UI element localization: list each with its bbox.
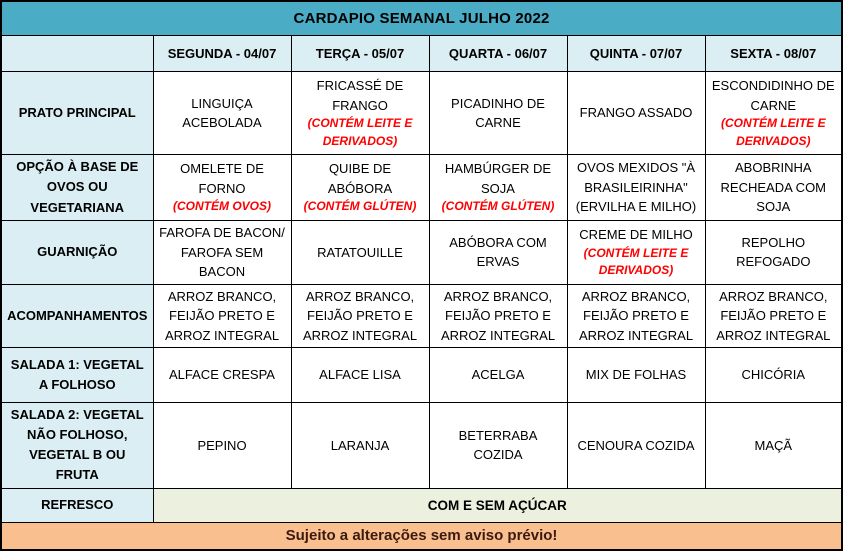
menu-cell: ARROZ BRANCO, FEIJÃO PRETO E ARROZ INTEG… bbox=[704, 283, 843, 348]
menu-cell: LINGUIÇA ACEBOLADA bbox=[152, 71, 292, 155]
dish-text: PICADINHO DE CARNE bbox=[451, 95, 545, 131]
menu-cell: MIX DE FOLHAS bbox=[566, 347, 706, 403]
dish-text: FRANGO ASSADO bbox=[579, 105, 693, 121]
dish-text: FAROFA DE BACON/ FAROFA SEM BACON bbox=[159, 225, 285, 279]
allergen-note: (CONTÉM GLÚTEN) bbox=[303, 199, 417, 214]
day-header-tuesday: TERÇA - 05/07 bbox=[290, 35, 430, 72]
row-opcao-vegetariana: OPÇÃO À BASE DE OVOS OU VEGETARIANA OMEL… bbox=[0, 154, 843, 221]
dish-text: CREME DE MILHO bbox=[579, 227, 693, 243]
row-acompanhamentos: ACOMPANHAMENTOS ARROZ BRANCO, FEIJÃO PRE… bbox=[0, 283, 843, 348]
row-salada-2: SALADA 2: VEGETAL NÃO FOLHOSO, VEGETAL B… bbox=[0, 402, 843, 489]
allergen-note: (CONTÉM LEITE E DERIVADOS) bbox=[720, 116, 826, 148]
dish-text: ABOBRINHA RECHEADA COM SOJA bbox=[720, 160, 827, 215]
dish-text: REPOLHO REFOGADO bbox=[736, 234, 811, 270]
dish-text: ARROZ BRANCO, FEIJÃO PRETO E ARROZ INTEG… bbox=[716, 288, 831, 343]
day-header-monday: SEGUNDA - 04/07 bbox=[152, 35, 292, 72]
refresco-value: COM E SEM AÇÚCAR bbox=[152, 487, 843, 523]
menu-cell: PEPINO bbox=[152, 402, 292, 489]
menu-cell: CENOURA COZIDA bbox=[566, 402, 706, 489]
title-row: CARDAPIO SEMANAL JULHO 2022 bbox=[0, 0, 843, 36]
menu-cell: HAMBÚRGER DE SOJA (CONTÉM GLÚTEN) bbox=[428, 154, 568, 221]
dish-text: ALFACE LISA bbox=[319, 367, 401, 383]
row-refresco: REFRESCO COM E SEM AÇÚCAR bbox=[0, 487, 843, 523]
menu-cell: FAROFA DE BACON/ FAROFA SEM BACON bbox=[152, 220, 292, 285]
dish-text: MAÇÃ bbox=[754, 437, 793, 453]
menu-cell: QUIBE DE ABÓBORA (CONTÉM GLÚTEN) bbox=[290, 154, 430, 221]
row-label: SALADA 1: VEGETAL A FOLHOSO bbox=[0, 347, 154, 403]
dish-text: ALFACE CRESPA bbox=[169, 367, 275, 383]
dish-text: MIX DE FOLHAS bbox=[585, 367, 687, 383]
row-label: REFRESCO bbox=[0, 487, 154, 523]
dish-text: ACELGA bbox=[471, 367, 525, 383]
day-header-wednesday: QUARTA - 06/07 bbox=[428, 35, 568, 72]
menu-cell: ESCONDIDINHO DE CARNE (CONTÉM LEITE E DE… bbox=[704, 71, 843, 155]
row-label: OPÇÃO À BASE DE OVOS OU VEGETARIANA bbox=[0, 154, 154, 221]
menu-cell: REPOLHO REFOGADO bbox=[704, 220, 843, 285]
dish-text: LARANJA bbox=[330, 437, 390, 453]
dish-text: PEPINO bbox=[197, 437, 247, 453]
menu-cell: ARROZ BRANCO, FEIJÃO PRETO E ARROZ INTEG… bbox=[290, 283, 430, 348]
dish-text: RATATOUILLE bbox=[317, 244, 403, 260]
allergen-note: (CONTÉM GLÚTEN) bbox=[441, 199, 555, 214]
allergen-note: (CONTÉM LEITE E DERIVADOS) bbox=[307, 116, 413, 148]
day-header-friday: SEXTA - 08/07 bbox=[704, 35, 843, 72]
menu-cell: ABOBRINHA RECHEADA COM SOJA bbox=[704, 154, 843, 221]
dish-text: OVOS MEXIDOS "À BRASILEIRINHA" (ERVILHA … bbox=[575, 160, 697, 215]
menu-cell: FRICASSÉ DE FRANGO (CONTÉM LEITE E DERIV… bbox=[290, 71, 430, 155]
dish-text: HAMBÚRGER DE SOJA bbox=[444, 161, 552, 196]
menu-cell: ALFACE CRESPA bbox=[152, 347, 292, 403]
footer-notice: Sujeito a alterações sem aviso prévio! bbox=[0, 521, 843, 551]
dish-text: ESCONDIDINHO DE CARNE bbox=[711, 78, 835, 113]
menu-cell: ARROZ BRANCO, FEIJÃO PRETO E ARROZ INTEG… bbox=[428, 283, 568, 348]
menu-cell: OMELETE DE FORNO (CONTÉM OVOS) bbox=[152, 154, 292, 221]
allergen-note: (CONTÉM OVOS) bbox=[173, 199, 271, 214]
day-header-row: SEGUNDA - 04/07 TERÇA - 05/07 QUARTA - 0… bbox=[0, 35, 843, 72]
row-prato-principal: PRATO PRINCIPAL LINGUIÇA ACEBOLADA FRICA… bbox=[0, 71, 843, 155]
dish-text: CENOURA COZIDA bbox=[577, 437, 695, 453]
menu-cell: BETERRABA COZIDA bbox=[428, 402, 568, 489]
menu-cell: LARANJA bbox=[290, 402, 430, 489]
menu-cell: ARROZ BRANCO, FEIJÃO PRETO E ARROZ INTEG… bbox=[152, 283, 292, 348]
menu-cell: CREME DE MILHO (CONTÉM LEITE E DERIVADOS… bbox=[566, 220, 706, 285]
dish-text: CHICÓRIA bbox=[741, 367, 806, 383]
day-header-thursday: QUINTA - 07/07 bbox=[566, 35, 706, 72]
dish-text: ARROZ BRANCO, FEIJÃO PRETO E ARROZ INTEG… bbox=[440, 288, 556, 343]
row-guarnicao: GUARNIÇÃO FAROFA DE BACON/ FAROFA SEM BA… bbox=[0, 220, 843, 285]
footer-row: Sujeito a alterações sem aviso prévio! bbox=[0, 521, 843, 551]
dish-text: ARROZ BRANCO, FEIJÃO PRETO E ARROZ INTEG… bbox=[578, 288, 694, 343]
row-label: SALADA 2: VEGETAL NÃO FOLHOSO, VEGETAL B… bbox=[0, 402, 154, 489]
dish-text: OMELETE DE FORNO bbox=[180, 161, 264, 196]
dish-text: ABÓBORA COM ERVAS bbox=[449, 234, 547, 270]
row-salada-1: SALADA 1: VEGETAL A FOLHOSO ALFACE CRESP… bbox=[0, 347, 843, 403]
menu-cell: ACELGA bbox=[428, 347, 568, 403]
dish-text: ARROZ BRANCO, FEIJÃO PRETO E ARROZ INTEG… bbox=[302, 288, 418, 343]
dish-text: QUIBE DE ABÓBORA bbox=[327, 161, 393, 196]
menu-cell: ABÓBORA COM ERVAS bbox=[428, 220, 568, 285]
menu-cell: ALFACE LISA bbox=[290, 347, 430, 403]
menu-title: CARDAPIO SEMANAL JULHO 2022 bbox=[0, 0, 843, 36]
menu-cell: CHICÓRIA bbox=[704, 347, 843, 403]
menu-cell: RATATOUILLE bbox=[290, 220, 430, 285]
menu-cell: OVOS MEXIDOS "À BRASILEIRINHA" (ERVILHA … bbox=[566, 154, 706, 221]
menu-cell: FRANGO ASSADO bbox=[566, 71, 706, 155]
dish-text: BETERRABA COZIDA bbox=[458, 427, 538, 463]
allergen-note: (CONTÉM LEITE E DERIVADOS) bbox=[583, 245, 689, 277]
row-label: ACOMPANHAMENTOS bbox=[0, 283, 154, 348]
menu-cell: ARROZ BRANCO, FEIJÃO PRETO E ARROZ INTEG… bbox=[566, 283, 706, 348]
menu-cell: MAÇÃ bbox=[704, 402, 843, 489]
dish-text: FRICASSÉ DE FRANGO bbox=[316, 78, 404, 113]
row-label: PRATO PRINCIPAL bbox=[0, 71, 154, 155]
dish-text: LINGUIÇA ACEBOLADA bbox=[182, 95, 262, 131]
corner-cell bbox=[0, 35, 154, 72]
row-label: GUARNIÇÃO bbox=[0, 220, 154, 285]
menu-cell: PICADINHO DE CARNE bbox=[428, 71, 568, 155]
dish-text: ARROZ BRANCO, FEIJÃO PRETO E ARROZ INTEG… bbox=[164, 288, 280, 343]
